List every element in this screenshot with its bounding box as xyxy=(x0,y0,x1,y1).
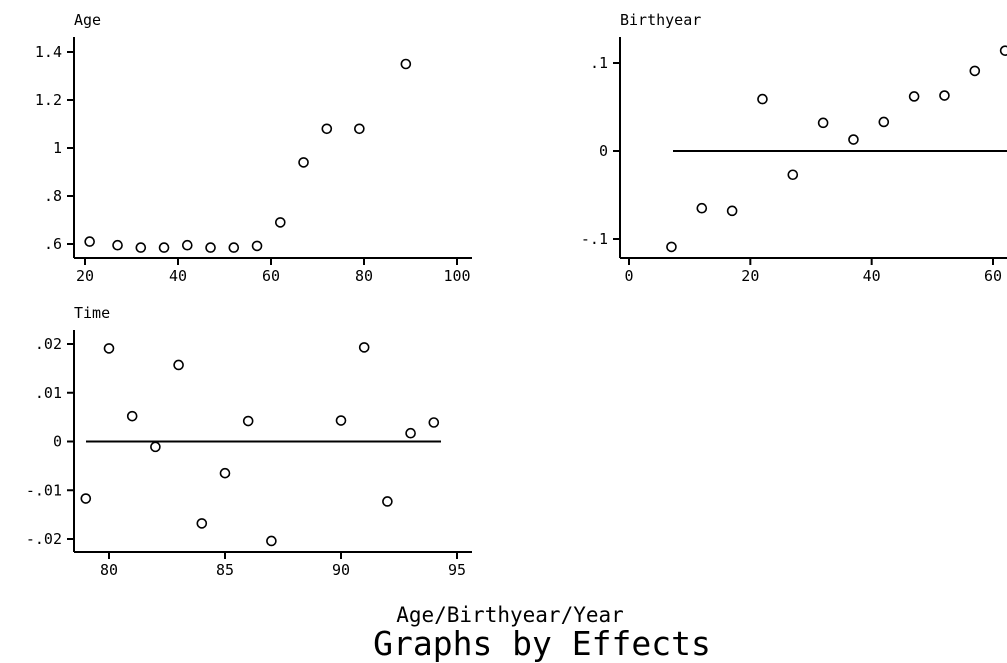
panel-title: Time xyxy=(74,304,110,322)
data-point xyxy=(878,116,890,128)
panel-age: Age .6 .8 1 1.2 1.4 20 40 60 80 100 xyxy=(35,11,472,285)
y-tick-label: .02 xyxy=(35,335,62,353)
data-point xyxy=(908,91,920,102)
data-point xyxy=(405,427,416,439)
data-point xyxy=(400,58,412,70)
y-tick-label: .6 xyxy=(44,235,62,253)
data-point xyxy=(251,240,263,252)
x-tick-label: 80 xyxy=(100,561,118,579)
panel-time: Time -.02 -.01 0 .01 .02 80 85 90 95 xyxy=(26,304,472,579)
x-tick-label: 85 xyxy=(216,561,234,579)
data-point xyxy=(321,123,333,135)
y-tick-label: 1.4 xyxy=(35,43,62,61)
x-tick-label: 40 xyxy=(863,267,881,285)
data-point xyxy=(757,93,768,105)
x-tick-label: 60 xyxy=(262,267,280,285)
data-point xyxy=(382,496,393,507)
x-tick-label: 90 xyxy=(332,561,350,579)
x-tick-label: 95 xyxy=(448,561,466,579)
data-point xyxy=(150,441,161,453)
data-point xyxy=(817,117,829,129)
data-point xyxy=(84,236,95,247)
data-point xyxy=(298,157,309,168)
data-point xyxy=(103,343,115,354)
data-point xyxy=(274,217,286,228)
x-tick-label: 60 xyxy=(984,267,1002,285)
data-point xyxy=(219,467,231,479)
data-point xyxy=(999,45,1007,56)
data-point xyxy=(428,417,440,428)
x-tick-label: 100 xyxy=(443,267,470,285)
data-point xyxy=(358,342,370,353)
data-point xyxy=(196,518,208,529)
x-tick-label: 80 xyxy=(355,267,373,285)
footer-note: Age/Birthyear/Year xyxy=(396,603,624,627)
data-point xyxy=(182,239,193,251)
x-tick-label: 20 xyxy=(741,267,759,285)
data-point xyxy=(228,242,240,253)
data-point xyxy=(158,242,170,253)
data-point xyxy=(335,415,347,426)
y-tick-label: -.02 xyxy=(26,530,62,548)
y-tick-label: 1.2 xyxy=(35,91,62,109)
data-point xyxy=(696,202,708,214)
x-tick-label: 20 xyxy=(76,267,94,285)
y-tick-label: .01 xyxy=(35,384,62,402)
y-tick-label: 0 xyxy=(53,433,62,451)
data-point xyxy=(112,239,123,251)
data-point xyxy=(666,241,677,253)
y-tick-label: .8 xyxy=(44,187,62,205)
panel-title: Age xyxy=(74,11,101,29)
y-tick-label: 1 xyxy=(53,139,62,157)
data-point xyxy=(787,169,799,181)
panel-title: Birthyear xyxy=(620,11,701,29)
data-point xyxy=(126,410,138,422)
x-tick-label: 40 xyxy=(169,267,187,285)
data-point xyxy=(242,415,254,427)
y-tick-label: .1 xyxy=(590,54,608,72)
y-tick-label: -.1 xyxy=(581,230,608,248)
x-tick-label: 0 xyxy=(624,267,633,285)
data-point xyxy=(848,134,859,145)
data-point xyxy=(266,535,277,547)
footer-caption: Graphs by Effects xyxy=(373,624,711,663)
data-point xyxy=(173,359,184,371)
data-point xyxy=(939,90,950,101)
y-tick-label: -.01 xyxy=(26,481,62,499)
panels-group: Age .6 .8 1 1.2 1.4 20 40 60 80 100 Birthyear -.1 0 .1… xyxy=(26,11,1007,579)
data-point xyxy=(969,65,981,77)
data-point xyxy=(135,242,147,253)
data-point xyxy=(205,242,216,253)
data-point xyxy=(354,123,365,135)
panel-birthyear: Birthyear -.1 0 .1 0 20 40 60 xyxy=(581,11,1007,285)
y-tick-label: 0 xyxy=(599,142,608,160)
data-point xyxy=(726,205,738,217)
data-point xyxy=(80,493,92,504)
